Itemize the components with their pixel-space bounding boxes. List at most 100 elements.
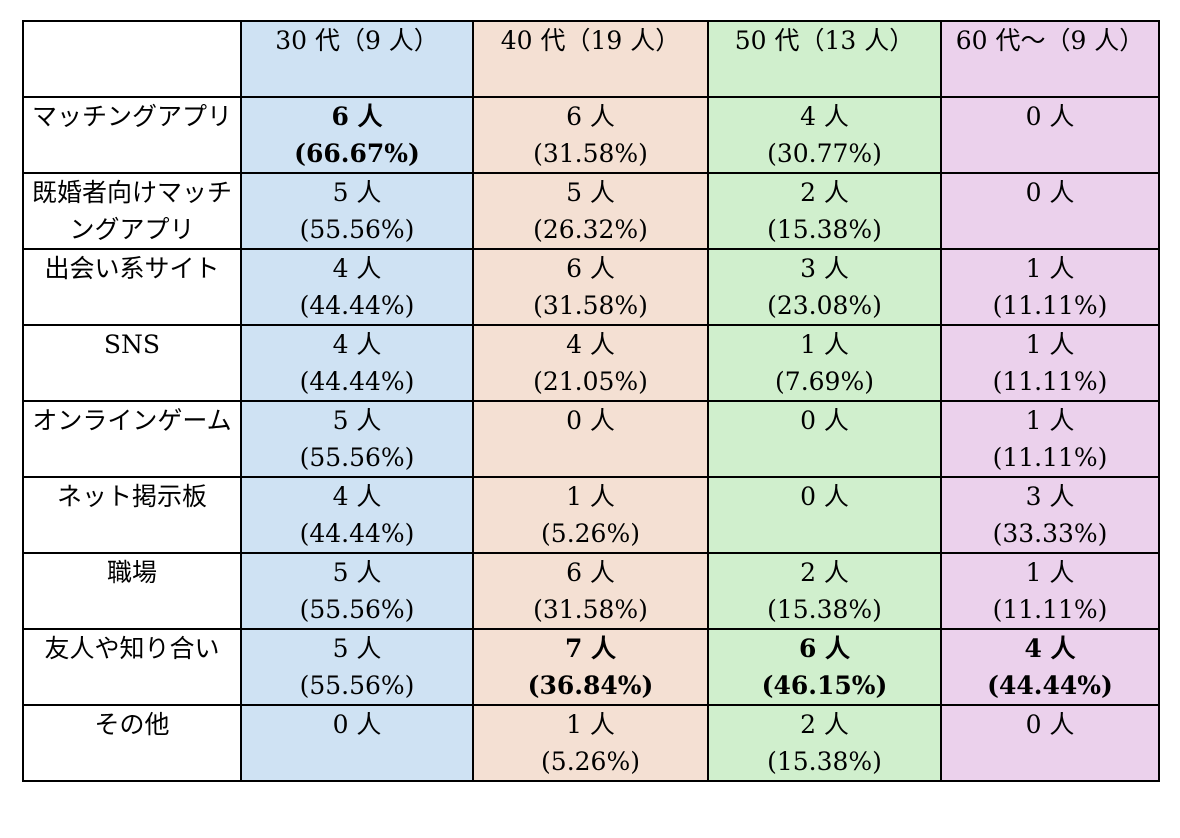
- cell-percentage: (55.56%): [299, 215, 415, 244]
- cell-count: 1 人: [1025, 406, 1075, 435]
- cell-count: 1 人: [566, 710, 615, 739]
- data-cell-50s: 2 人 (15.38%): [707, 172, 942, 250]
- cell-count: 0 人: [800, 406, 849, 435]
- data-cell-30s: 5 人 (55.56%): [240, 628, 474, 706]
- cell-percentage: (44.44%): [299, 291, 415, 320]
- cell-count: 4 人: [800, 102, 849, 131]
- table-row: マッチングアプリ 6 人 (66.67%) 6 人 (31.58%) 4 人 (30.77%…: [22, 96, 1160, 174]
- data-cell-60s: 1 人 (11.11%): [940, 248, 1160, 326]
- cell-percentage: (55.56%): [299, 443, 415, 472]
- cell-count: 0 人: [1025, 178, 1075, 207]
- cell-count: 1 人: [1025, 254, 1075, 283]
- cell-percentage: (7.69%): [775, 367, 874, 396]
- cell-count: 3 人: [800, 254, 849, 283]
- data-cell-50s: 0 人: [707, 400, 942, 478]
- table-row: ネット掲示板 4 人 (44.44%) 1 人 (5.26%) 0 人 3 人 (33.33%…: [22, 476, 1160, 554]
- cell-percentage: (23.08%): [767, 291, 882, 320]
- header-row: 30 代（9 人） 40 代（19 人） 50 代（13 人） 60 代〜（9 …: [22, 20, 1160, 98]
- cell-percentage: (31.58%): [533, 595, 648, 624]
- cell-count: 5 人: [332, 634, 382, 663]
- header-cell-30s: 30 代（9 人）: [240, 20, 474, 98]
- data-cell-30s: 0 人: [240, 704, 474, 782]
- table-row: 友人や知り合い 5 人 (55.56%) 7 人 (36.84%) 6 人 (46.15%)…: [22, 628, 1160, 706]
- row-label: マッチングアプリ: [22, 96, 242, 174]
- cell-percentage: (5.26%): [541, 747, 640, 776]
- data-cell-40s: 6 人 (31.58%): [472, 248, 709, 326]
- cell-count: 1 人: [566, 482, 615, 511]
- row-label: SNS: [22, 324, 242, 402]
- header-cell-40s: 40 代（19 人）: [472, 20, 709, 98]
- cell-count: 0 人: [566, 406, 615, 435]
- data-cell-30s: 5 人 (55.56%): [240, 400, 474, 478]
- cell-count: 0 人: [1025, 710, 1075, 739]
- table-row: 職場 5 人 (55.56%) 6 人 (31.58%) 2 人 (15.38%) 1 人 (1…: [22, 552, 1160, 630]
- age-group-contact-table: 30 代（9 人） 40 代（19 人） 50 代（13 人） 60 代〜（9 …: [22, 20, 1160, 782]
- data-cell-50s: 2 人 (15.38%): [707, 552, 942, 630]
- table-row: SNS 4 人 (44.44%) 4 人 (21.05%) 1 人 (7.69%) 1 人 (1…: [22, 324, 1160, 402]
- cell-percentage: (55.56%): [299, 595, 415, 624]
- cell-percentage: (21.05%): [533, 367, 648, 396]
- header-cell-60s: 60 代〜（9 人）: [940, 20, 1160, 98]
- data-cell-40s: 6 人 (31.58%): [472, 96, 709, 174]
- row-label: その他: [22, 704, 242, 782]
- cell-count: 2 人: [800, 710, 849, 739]
- cell-count: 1 人: [800, 330, 849, 359]
- cell-percentage: (55.56%): [299, 671, 415, 700]
- data-cell-40s: 6 人 (31.58%): [472, 552, 709, 630]
- row-label: ネット掲示板: [22, 476, 242, 554]
- cell-percentage: (33.33%): [992, 519, 1108, 548]
- table-body: マッチングアプリ 6 人 (66.67%) 6 人 (31.58%) 4 人 (30.77%…: [22, 96, 1160, 782]
- cell-count: 4 人: [332, 482, 382, 511]
- data-cell-60s: 1 人 (11.11%): [940, 324, 1160, 402]
- row-label: 友人や知り合い: [22, 628, 242, 706]
- cell-count: 4 人: [566, 330, 615, 359]
- data-cell-60s: 0 人: [940, 96, 1160, 174]
- cell-percentage: (44.44%): [299, 367, 415, 396]
- cell-count: 1 人: [1025, 558, 1075, 587]
- cell-count: 6 人: [566, 254, 615, 283]
- cell-count: 5 人: [332, 406, 382, 435]
- cell-count: 5 人: [332, 558, 382, 587]
- cell-count: 4 人: [332, 330, 382, 359]
- cell-percentage: (11.11%): [992, 291, 1108, 320]
- row-label: 職場: [22, 552, 242, 630]
- data-cell-60s: 0 人: [940, 704, 1160, 782]
- data-cell-60s: 4 人 (44.44%): [940, 628, 1160, 706]
- cell-percentage: (11.11%): [992, 443, 1108, 472]
- cell-count: 7 人: [564, 634, 617, 663]
- data-cell-60s: 0 人: [940, 172, 1160, 250]
- data-cell-50s: 1 人 (7.69%): [707, 324, 942, 402]
- cell-percentage: (44.44%): [299, 519, 415, 548]
- cell-percentage: (31.58%): [533, 291, 648, 320]
- row-label: 既婚者向けマッチングアプリ: [22, 172, 242, 250]
- data-cell-50s: 0 人: [707, 476, 942, 554]
- cell-percentage: (26.32%): [533, 215, 648, 244]
- cell-count: 4 人: [332, 254, 382, 283]
- data-cell-40s: 7 人 (36.84%): [472, 628, 709, 706]
- row-label: 出会い系サイト: [22, 248, 242, 326]
- cell-count: 2 人: [800, 558, 849, 587]
- cell-count: 6 人: [566, 558, 615, 587]
- data-cell-40s: 4 人 (21.05%): [472, 324, 709, 402]
- data-cell-50s: 3 人 (23.08%): [707, 248, 942, 326]
- document-page: 30 代（9 人） 40 代（19 人） 50 代（13 人） 60 代〜（9 …: [22, 20, 1160, 782]
- data-cell-30s: 4 人 (44.44%): [240, 476, 474, 554]
- table-row: その他 0 人 1 人 (5.26%) 2 人 (15.38%) 0 人: [22, 704, 1160, 782]
- data-cell-40s: 0 人: [472, 400, 709, 478]
- data-cell-30s: 5 人 (55.56%): [240, 172, 474, 250]
- cell-count: 2 人: [800, 178, 849, 207]
- data-cell-30s: 4 人 (44.44%): [240, 324, 474, 402]
- cell-percentage: (66.67%): [294, 139, 420, 168]
- cell-percentage: (46.15%): [761, 671, 888, 700]
- cell-percentage: (11.11%): [992, 595, 1108, 624]
- cell-count: 5 人: [332, 178, 382, 207]
- corner-cell: [22, 20, 242, 98]
- cell-percentage: (15.38%): [767, 747, 882, 776]
- cell-count: 4 人: [1024, 634, 1076, 663]
- cell-percentage: (30.77%): [767, 139, 882, 168]
- data-cell-40s: 1 人 (5.26%): [472, 704, 709, 782]
- data-cell-30s: 4 人 (44.44%): [240, 248, 474, 326]
- data-cell-50s: 2 人 (15.38%): [707, 704, 942, 782]
- cell-percentage: (44.44%): [987, 671, 1113, 700]
- data-cell-60s: 3 人 (33.33%): [940, 476, 1160, 554]
